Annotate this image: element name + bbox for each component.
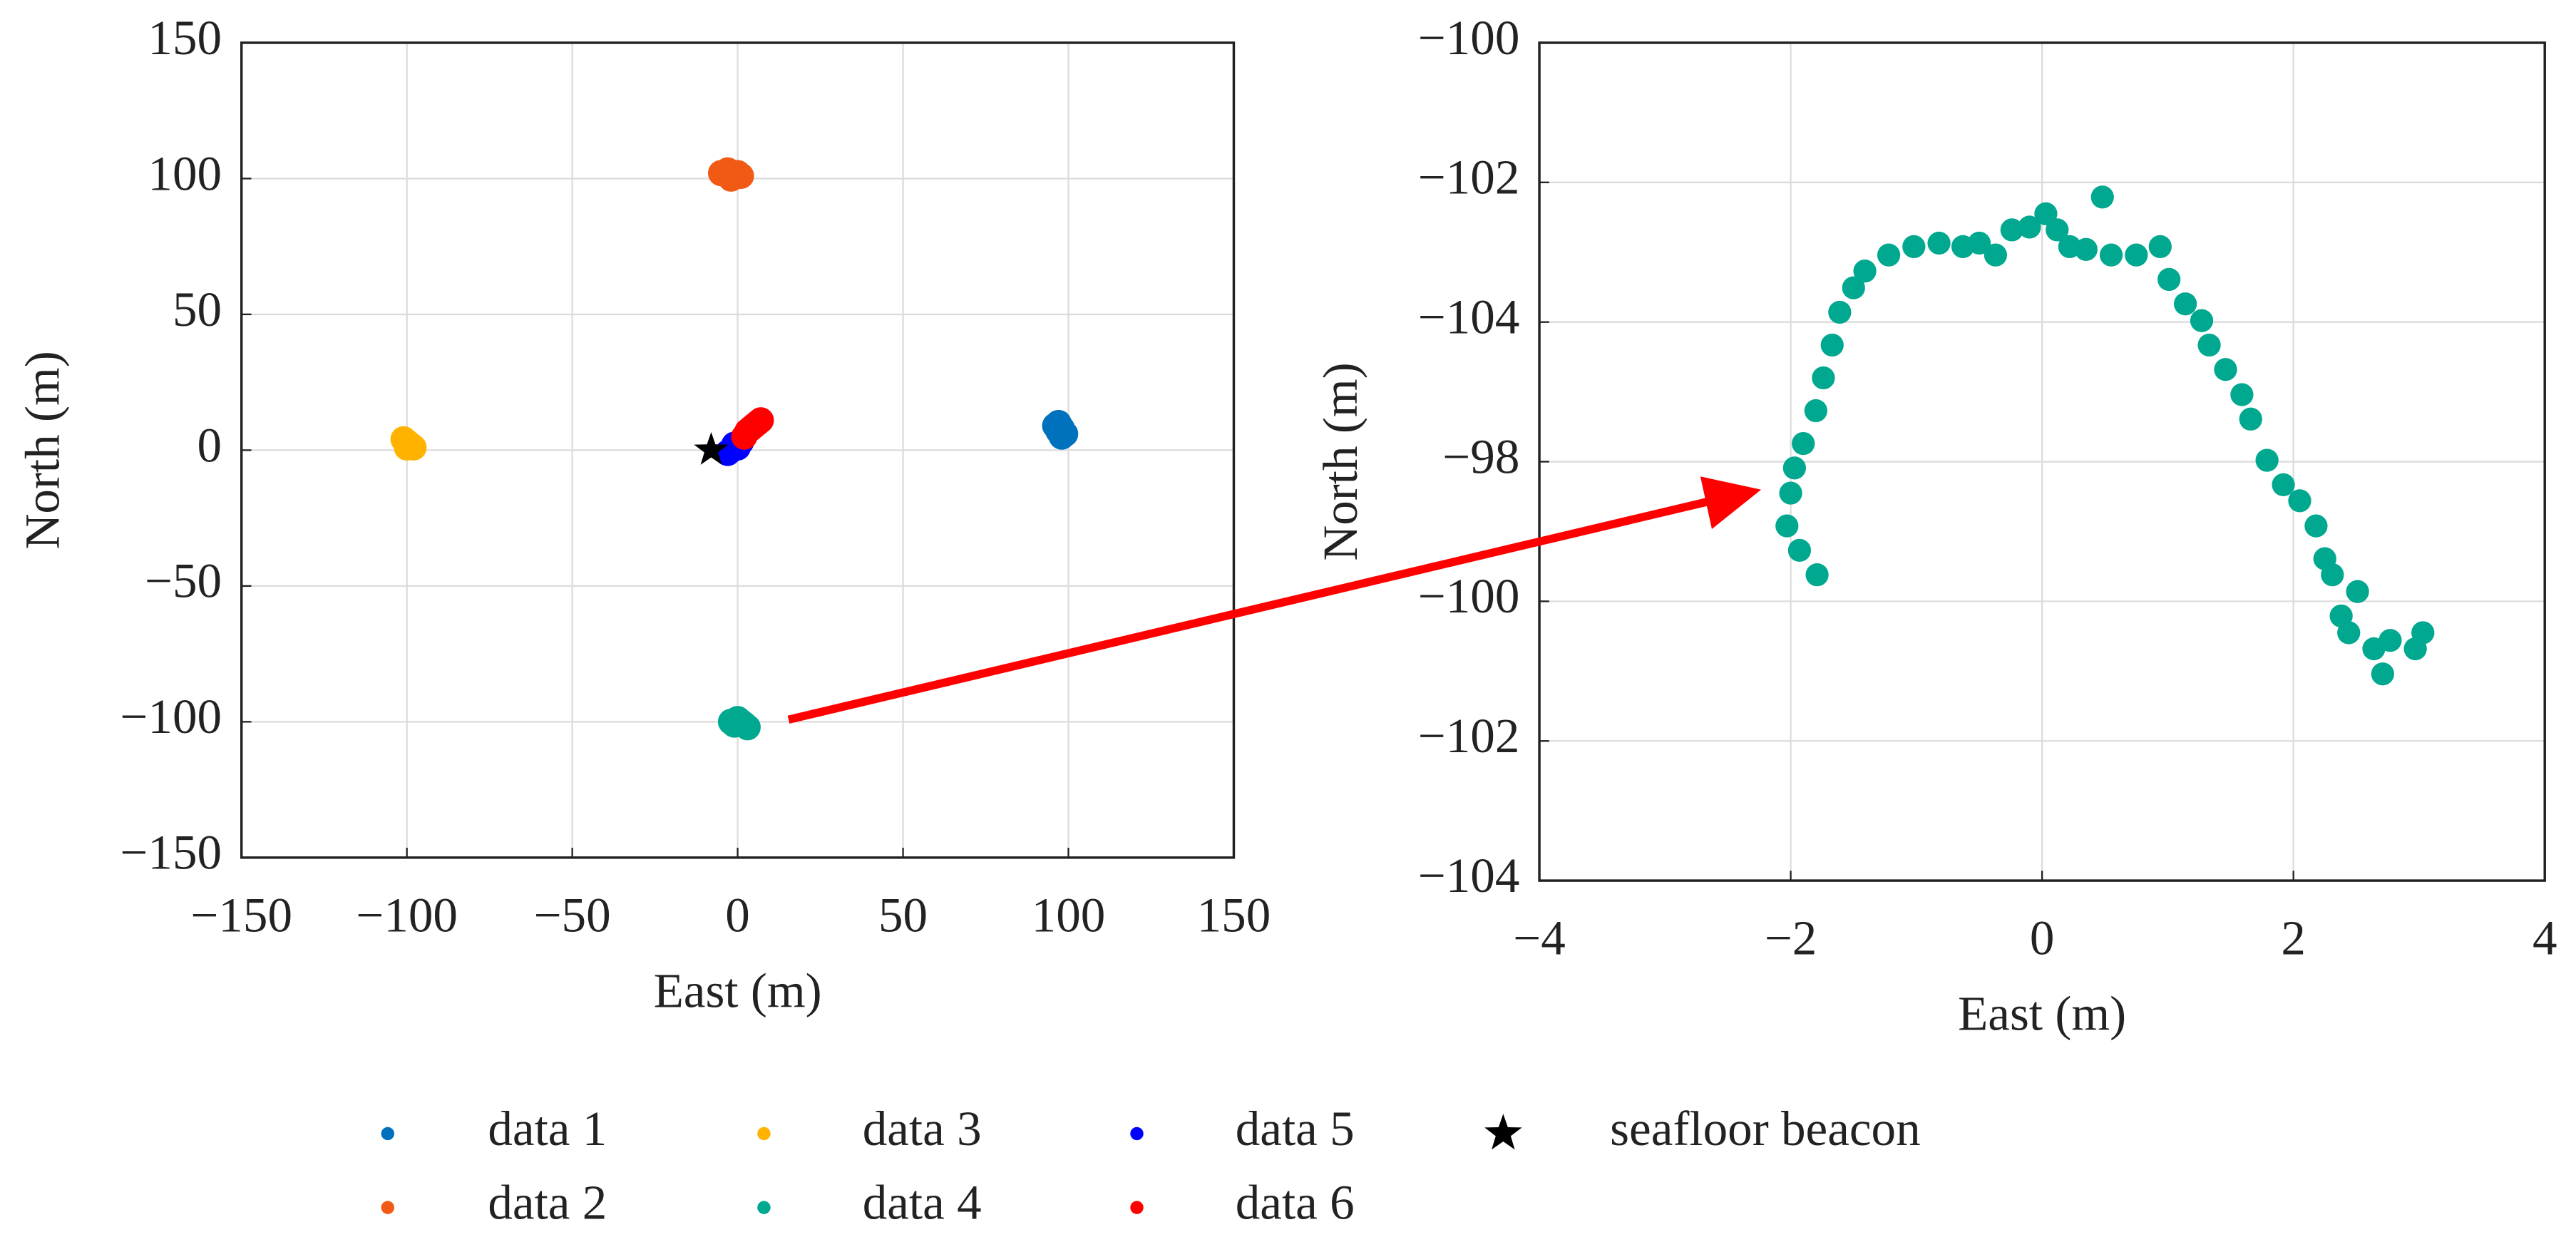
x-tick-label: 50 bbox=[878, 887, 928, 942]
point bbox=[1828, 300, 1852, 324]
point bbox=[734, 714, 761, 741]
point bbox=[2272, 473, 2295, 496]
y-axis-label: North (m) bbox=[15, 351, 70, 549]
point bbox=[1787, 538, 1812, 563]
point bbox=[2239, 407, 2262, 431]
point bbox=[2230, 383, 2254, 406]
legend-marker bbox=[1130, 1127, 1144, 1141]
legend-marker bbox=[1484, 1114, 1522, 1150]
legend-marker bbox=[757, 1127, 771, 1141]
point bbox=[1782, 456, 1807, 480]
point bbox=[1902, 235, 1926, 259]
point bbox=[2214, 358, 2237, 381]
point bbox=[2173, 292, 2197, 316]
y-tick-label: −104 bbox=[1418, 848, 1520, 903]
point bbox=[2288, 489, 2311, 513]
legend-label: seafloor beacon bbox=[1610, 1101, 1921, 1156]
y-tick-label: −98 bbox=[1442, 429, 1519, 483]
point bbox=[2321, 563, 2344, 587]
legend-marker bbox=[381, 1127, 395, 1141]
legend-label: data 1 bbox=[488, 1101, 607, 1156]
point bbox=[1805, 563, 1829, 587]
y-tick-label: −100 bbox=[1418, 568, 1520, 623]
point bbox=[2304, 514, 2328, 538]
point bbox=[1779, 481, 1802, 505]
point bbox=[2099, 243, 2123, 267]
point bbox=[2337, 621, 2361, 645]
arrow bbox=[787, 488, 1746, 724]
x-tick-label: 2 bbox=[2281, 910, 2306, 965]
x-tick-label: 4 bbox=[2533, 910, 2557, 965]
y-tick-label: −100 bbox=[120, 689, 222, 744]
point bbox=[2346, 580, 2369, 603]
beacon-marker bbox=[694, 432, 729, 465]
point bbox=[747, 407, 774, 433]
legend-marker bbox=[381, 1201, 395, 1214]
legend-label: data 3 bbox=[863, 1101, 982, 1156]
x-tick-label: −150 bbox=[190, 887, 292, 942]
point bbox=[2197, 333, 2221, 357]
point bbox=[2157, 267, 2181, 292]
point bbox=[1877, 243, 1901, 267]
y-tick-label: −150 bbox=[120, 825, 222, 880]
legend-marker bbox=[757, 1201, 771, 1214]
x-tick-label: 150 bbox=[1197, 887, 1271, 942]
arrow-head bbox=[1700, 476, 1762, 530]
legend-label: data 5 bbox=[1236, 1101, 1355, 1156]
point bbox=[1967, 231, 1991, 255]
point bbox=[2018, 215, 2041, 239]
x-tick-label: 100 bbox=[1032, 887, 1106, 942]
axes-frame bbox=[240, 41, 1236, 859]
point bbox=[2379, 629, 2402, 652]
point bbox=[1927, 231, 1951, 255]
x-axis-label: East (m) bbox=[654, 963, 822, 1017]
point bbox=[1804, 399, 1827, 423]
y-tick-label: 50 bbox=[173, 282, 222, 337]
y-tick-label: 150 bbox=[148, 10, 222, 65]
y-tick-label: −104 bbox=[1418, 289, 1520, 344]
point bbox=[2000, 218, 2023, 242]
plots: −150 −100 −50 0 50 100 150 −150 −100 −50 0 50 100 150… bbox=[15, 10, 2557, 1230]
point bbox=[2371, 662, 2394, 686]
point bbox=[1842, 276, 1865, 299]
point bbox=[2125, 243, 2148, 267]
y-tick-label: 100 bbox=[148, 145, 222, 200]
x-tick-label: −50 bbox=[534, 887, 611, 942]
y-tick-label: −100 bbox=[1418, 10, 1520, 65]
axes-frame bbox=[1538, 41, 2546, 882]
point bbox=[1792, 431, 1815, 456]
legend-label: data 2 bbox=[488, 1175, 607, 1230]
x-axis-label: East (m) bbox=[1958, 986, 2126, 1041]
point bbox=[1048, 415, 1075, 442]
point bbox=[2090, 185, 2114, 209]
x-tick-label: −100 bbox=[356, 887, 458, 942]
legend-marker bbox=[1130, 1201, 1144, 1214]
point bbox=[2411, 621, 2435, 645]
point bbox=[394, 434, 421, 461]
legend-label: data 4 bbox=[863, 1175, 982, 1230]
y-tick-label: −50 bbox=[145, 553, 222, 608]
legend-label: data 6 bbox=[1236, 1175, 1355, 1230]
y-tick-label: −102 bbox=[1418, 150, 1520, 205]
point bbox=[2034, 202, 2058, 226]
y-tick-label: 0 bbox=[197, 417, 222, 472]
point bbox=[1853, 260, 1877, 283]
y-axis-label: North (m) bbox=[1313, 362, 1367, 560]
point bbox=[2255, 448, 2279, 472]
point bbox=[1984, 243, 2008, 267]
x-tick-label: 0 bbox=[725, 887, 750, 942]
point bbox=[2190, 309, 2214, 332]
point bbox=[724, 160, 751, 187]
point bbox=[2046, 218, 2069, 242]
point bbox=[1775, 514, 1799, 538]
x-tick-label: −2 bbox=[1765, 910, 1817, 965]
point bbox=[2074, 237, 2098, 261]
x-tick-label: 0 bbox=[2030, 910, 2055, 965]
x-tick-label: −4 bbox=[1513, 910, 1566, 965]
point bbox=[1812, 366, 1835, 390]
point bbox=[2148, 235, 2172, 259]
point bbox=[1820, 333, 1844, 357]
y-tick-label: −102 bbox=[1418, 708, 1520, 763]
